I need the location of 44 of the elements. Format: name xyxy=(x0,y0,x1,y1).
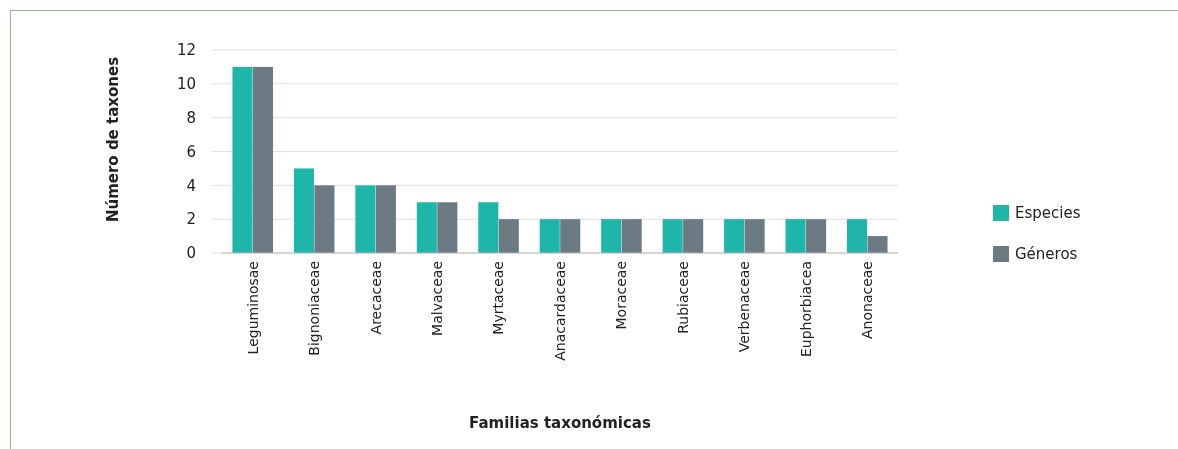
x-tick-label: Anonaceae xyxy=(859,261,876,339)
y-tick-label: 10 xyxy=(176,75,196,94)
x-tick-label: Bignoniaceae xyxy=(306,261,323,356)
bar xyxy=(662,219,683,253)
bar xyxy=(293,168,314,253)
y-tick-label: 6 xyxy=(186,142,196,161)
x-axis-title: Familias taxonómicas xyxy=(469,414,651,432)
bar xyxy=(867,236,888,253)
y-tick-label: 8 xyxy=(186,108,196,127)
bar xyxy=(498,219,519,253)
legend-label: Géneros xyxy=(1015,245,1078,264)
bar xyxy=(437,202,458,253)
x-tick-label: Euphorbiacea xyxy=(797,261,814,358)
bar xyxy=(621,219,642,253)
bar xyxy=(375,185,396,253)
bar xyxy=(744,219,765,253)
y-tick-label: 12 xyxy=(176,41,196,60)
legend-label: Especies xyxy=(1015,204,1081,223)
bar xyxy=(560,219,581,253)
y-tick-label: 0 xyxy=(186,244,196,263)
bar xyxy=(478,202,499,253)
x-tick-label: Rubiaceae xyxy=(674,261,691,334)
y-tick-label: 4 xyxy=(186,176,196,195)
x-tick-label: Malvaceae xyxy=(428,261,445,336)
bar xyxy=(252,66,274,253)
bar xyxy=(806,219,827,253)
bar xyxy=(314,185,335,253)
bar xyxy=(232,66,253,253)
bar xyxy=(724,219,745,253)
y-axis-title: Número de taxones xyxy=(104,56,122,223)
bar xyxy=(846,219,868,253)
bar xyxy=(601,219,622,253)
bar xyxy=(539,219,560,253)
x-tick-label: Anacardaceae xyxy=(551,261,568,361)
y-tick-label: 2 xyxy=(186,210,196,229)
bar xyxy=(416,202,437,253)
bar xyxy=(355,185,376,253)
bar xyxy=(683,219,704,253)
x-tick-label: Leguminosae xyxy=(244,261,261,355)
x-tick-label: Arecaceae xyxy=(367,261,384,335)
x-tick-label: Myrtaceae xyxy=(490,261,507,335)
x-tick-label: Verbenaceae xyxy=(736,261,753,353)
x-tick-label: Moraceae xyxy=(613,261,630,330)
bar xyxy=(785,219,806,253)
